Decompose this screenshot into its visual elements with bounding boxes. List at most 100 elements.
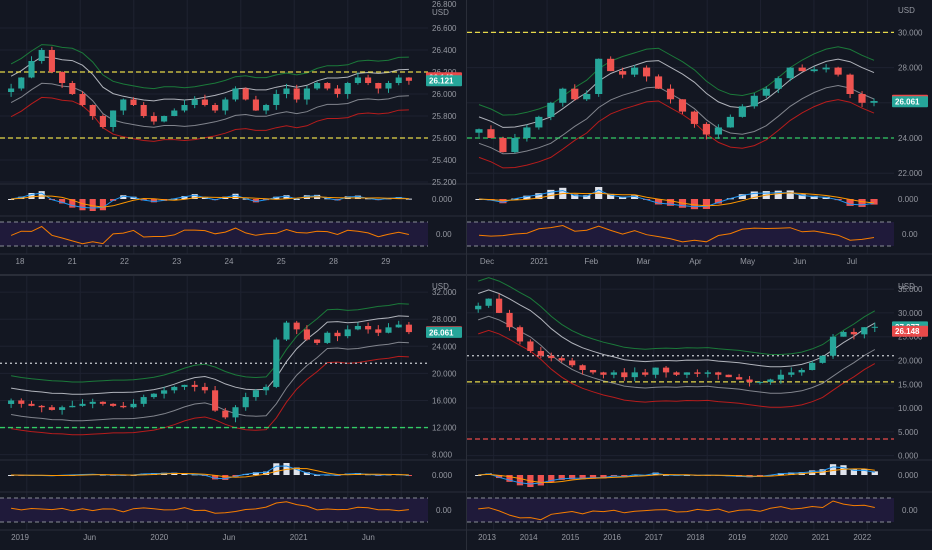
candle-body	[293, 88, 300, 100]
candle-body	[654, 76, 663, 89]
candle-body	[324, 83, 331, 89]
oscillator-line	[478, 224, 875, 243]
macd-histogram-bar	[846, 199, 854, 206]
chart-group-top-right: 30.00028.00026.00024.00022.000USD26.1482…	[467, 0, 932, 266]
candle-body	[846, 74, 854, 94]
macd-histogram-bar	[537, 475, 544, 486]
candle-body	[631, 372, 638, 378]
macd-histogram-bar	[252, 199, 259, 203]
y-tick-label: 0.000	[898, 452, 919, 461]
lower-band-line	[478, 84, 875, 155]
candle-body	[798, 67, 806, 72]
candle-body	[537, 350, 544, 356]
panel-divider-horizontal[interactable]	[0, 274, 932, 276]
candle-body	[774, 78, 782, 89]
candle-body	[324, 332, 331, 343]
x-tick-label: 2021	[530, 257, 548, 266]
candle-body	[786, 67, 794, 79]
candle-body	[293, 322, 300, 330]
candle-body	[535, 116, 543, 128]
x-tick-label: Jul	[847, 257, 857, 266]
price-badge	[892, 96, 928, 108]
x-tick-label: May	[740, 257, 755, 266]
macd-axis-label: 0.000	[898, 471, 919, 480]
candle-body	[385, 83, 392, 89]
macd-histogram-bar	[840, 465, 847, 475]
candle-body	[819, 355, 826, 363]
y-tick-label: 15.000	[898, 380, 923, 389]
currency-label: USD	[898, 6, 915, 15]
macd-histogram-bar	[690, 199, 699, 210]
y-tick-label: 28.000	[432, 315, 457, 324]
candle-body	[405, 324, 412, 333]
candle-body	[569, 360, 576, 366]
x-tick-label: 2020	[150, 533, 168, 542]
candle-body	[642, 372, 649, 375]
candle-body	[558, 358, 565, 361]
price-badge	[426, 75, 462, 87]
x-tick-label: 25	[277, 257, 286, 266]
candle-body	[38, 50, 45, 61]
macd-histogram-bar	[861, 468, 868, 475]
candle-body	[140, 397, 147, 404]
chart-panel-bottom-left[interactable]: 32.000 28.000 24.000 20.000 16.000 12.000 8.00…	[0, 276, 466, 550]
chart-group-bottom-left: 32.000 28.000 24.000 20.000 16.000 12.000 8.00…	[0, 276, 466, 542]
macd-histogram-bar	[89, 199, 96, 211]
x-tick-label: Dec	[480, 257, 494, 266]
candle-body	[738, 106, 746, 117]
candle-body	[595, 58, 603, 94]
candle-body	[621, 372, 628, 378]
upper-band-line	[478, 277, 876, 355]
candle-body	[181, 105, 188, 111]
candle-body	[191, 384, 198, 387]
candle-body	[28, 403, 35, 406]
candle-body	[283, 322, 290, 340]
candle-body	[89, 105, 96, 116]
candle-body	[212, 390, 219, 411]
candle-body	[619, 71, 627, 75]
middle-band-line	[478, 58, 875, 128]
candle-body	[140, 105, 147, 116]
candle-body	[822, 67, 830, 70]
x-tick-label: 18	[16, 257, 25, 266]
macd-line	[11, 465, 409, 480]
candle-body	[395, 77, 402, 83]
candle-body	[110, 403, 117, 406]
candle-body	[715, 372, 722, 375]
macd-histogram-bar	[810, 195, 818, 199]
y-tick-label: 25.600	[432, 134, 457, 143]
y-tick-label: 35.000	[898, 285, 923, 294]
candle-body	[767, 379, 774, 382]
candle-body	[506, 312, 513, 328]
middle-band-line	[10, 56, 409, 102]
candle-body	[652, 367, 659, 375]
candle-body	[485, 298, 492, 306]
candle-body	[89, 401, 96, 404]
candle-body	[99, 116, 106, 127]
candle-body	[704, 372, 711, 374]
candle-body	[48, 407, 55, 410]
x-tick-label: 2022	[853, 533, 871, 542]
candle-body	[222, 99, 229, 111]
price-badge	[426, 326, 462, 338]
candle-body	[232, 88, 239, 100]
candle-body	[375, 329, 382, 333]
chart-panel-top-left[interactable]: 26.60026.40026.20026.00025.80025.60025.4…	[0, 0, 466, 274]
candle-body	[678, 99, 687, 112]
chart-panel-bottom-right[interactable]: 35.000 30.000 25.000 20.000 15.000 10.000 5.00…	[467, 276, 932, 550]
macd-histogram-bar	[858, 199, 866, 207]
macd-histogram-bar	[774, 190, 782, 199]
candle-body	[365, 326, 372, 330]
candle-body	[28, 61, 35, 78]
x-tick-label: Feb	[584, 257, 598, 266]
candle-body	[365, 77, 372, 83]
candle-body	[263, 105, 270, 111]
lower-band-line	[10, 82, 409, 128]
macd-histogram-bar	[523, 195, 531, 199]
y-tick-label: 12.000	[432, 424, 457, 433]
macd-histogram-bar	[579, 475, 586, 480]
macd-line	[478, 466, 875, 485]
macd-histogram-bar	[583, 195, 591, 199]
chart-panel-top-right[interactable]: 30.00028.00026.00024.00022.000USD26.1482…	[467, 0, 932, 274]
macd-histogram-bar	[750, 191, 758, 199]
